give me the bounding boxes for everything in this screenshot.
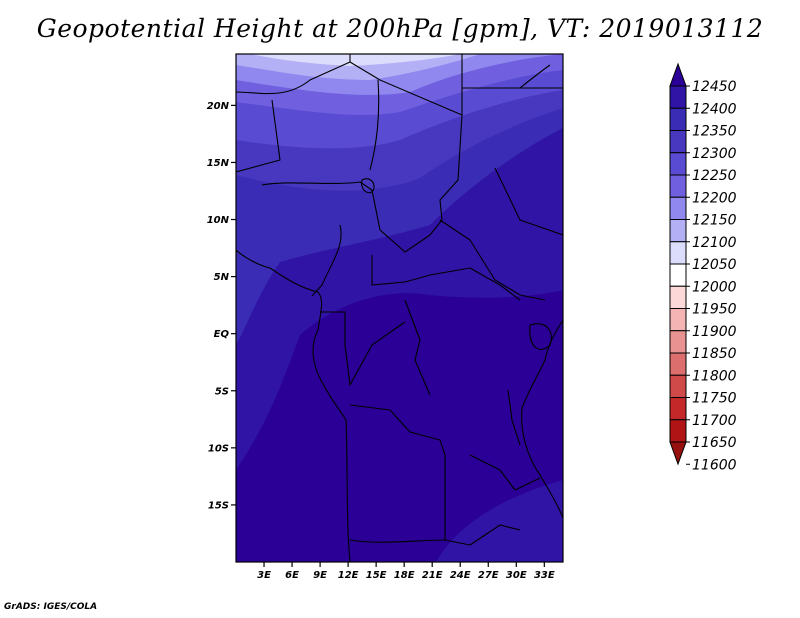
longitude-axis: 3E 6E 9E 12E 15E 18E 21E 24E 27E 30E 33E	[257, 562, 555, 581]
colorbar-top-arrow	[669, 62, 687, 87]
border-nigeria-north	[261, 181, 373, 191]
border-mali-niger	[236, 99, 281, 173]
colorbar-label: 12450	[692, 79, 737, 95]
border-drc-zambia	[469, 454, 541, 491]
field-band-12400-south	[436, 480, 563, 562]
colorbar-label: 12050	[692, 257, 737, 273]
colorbar-label: 12000	[692, 279, 737, 295]
lat-tick-label: 15N	[207, 158, 230, 169]
latitude-axis: 20N 15N 10N 5N EQ 5S 10S 15S	[207, 101, 236, 511]
colorbar-swatch	[669, 107, 687, 131]
colorbar-swatch	[669, 397, 687, 421]
lat-tick-label: EQ	[214, 329, 230, 340]
coastline-west-africa	[236, 249, 351, 562]
lon-tick-label: 30E	[506, 570, 527, 581]
nile-segment	[369, 79, 380, 171]
colorbar-swatch	[669, 196, 687, 220]
colorbar-label: 11750	[692, 391, 737, 407]
colorbar-swatch	[669, 219, 687, 243]
colorbar-label: 12350	[692, 124, 737, 140]
colorbar-swatch	[669, 152, 687, 176]
colorbar-label: 11900	[692, 324, 737, 340]
red-sea-coast	[519, 64, 551, 89]
colorbar-bottom-arrow	[669, 441, 687, 466]
colorbar-swatch	[669, 352, 687, 376]
border-chad-sudan	[429, 114, 463, 236]
border-drc-east	[404, 299, 431, 396]
colorbar-swatch	[669, 85, 687, 109]
colorbar-label: 12100	[692, 235, 737, 251]
colorbar-swatch	[669, 419, 687, 443]
colorbar-swatch	[669, 374, 687, 398]
map-title: Geopotential Height at 200hPa [gpm], VT:…	[36, 14, 764, 43]
lon-tick-label: 6E	[285, 570, 299, 581]
field-band-12050	[250, 54, 460, 66]
lat-tick-label: 15S	[208, 500, 229, 511]
colorbar-label: 11600	[692, 457, 737, 473]
border-angola-zambia	[444, 455, 521, 546]
colorbar-swatch	[669, 308, 687, 332]
colorbar-label: 11850	[692, 346, 737, 362]
lon-tick-label: 21E	[422, 570, 443, 581]
lon-tick-label: 3E	[257, 570, 271, 581]
lat-tick-label: 20N	[207, 101, 230, 112]
lat-tick-label: 5S	[215, 386, 229, 397]
lon-tick-label: 15E	[366, 570, 387, 581]
colorbar-label: 11950	[692, 302, 737, 318]
coastline-east-africa	[521, 319, 563, 519]
colorbar-label: 11800	[692, 368, 737, 384]
lake-chad	[361, 178, 375, 194]
border-car-congo	[371, 255, 521, 301]
colorbar-label: 12400	[692, 101, 737, 117]
colorbar-label: 12250	[692, 168, 737, 184]
country-borders	[236, 54, 563, 562]
border-libya-chad	[349, 54, 463, 116]
lon-tick-label: 33E	[534, 570, 555, 581]
lon-tick-label: 27E	[478, 570, 499, 581]
lat-tick-label: 10S	[208, 443, 229, 454]
colorbar-swatch	[669, 174, 687, 198]
colorbar-swatch	[669, 130, 687, 154]
grads-credit: GrADS: IGES/COLA	[4, 602, 98, 612]
border-cameroon	[311, 224, 342, 297]
colorbar-swatch	[669, 330, 687, 354]
lon-tick-label: 18E	[394, 570, 415, 581]
lake-victoria	[529, 323, 552, 350]
colorbar-swatch	[669, 263, 687, 287]
border-namibia	[349, 539, 446, 543]
height-field	[236, 54, 563, 562]
colorbar-label: 11700	[692, 413, 737, 429]
colorbar-swatch	[669, 285, 687, 309]
lake-tanganyika	[507, 389, 521, 446]
border-niger-algeria	[236, 54, 351, 95]
colorbar-label: 12200	[692, 190, 737, 206]
border-chad-car	[371, 189, 431, 253]
lon-tick-label: 9E	[313, 570, 327, 581]
lat-tick-label: 5N	[214, 272, 230, 283]
border-drc-angola	[349, 404, 446, 456]
lon-tick-label: 12E	[338, 570, 359, 581]
lat-tick-label: 10N	[207, 215, 230, 226]
colorbar: 12450 12400 12350 12300 12250 12200 12150 12100…	[669, 62, 737, 473]
colorbar-swatch	[669, 241, 687, 265]
border-gabon-congo	[320, 311, 406, 386]
border-ethiopia	[494, 167, 563, 236]
colorbar-label: 12150	[692, 213, 737, 229]
colorbar-label: 12300	[692, 146, 737, 162]
map-frame	[235, 53, 564, 563]
border-south-sudan	[439, 219, 546, 301]
lon-tick-label: 24E	[450, 570, 471, 581]
colorbar-label: 11650	[692, 435, 737, 451]
